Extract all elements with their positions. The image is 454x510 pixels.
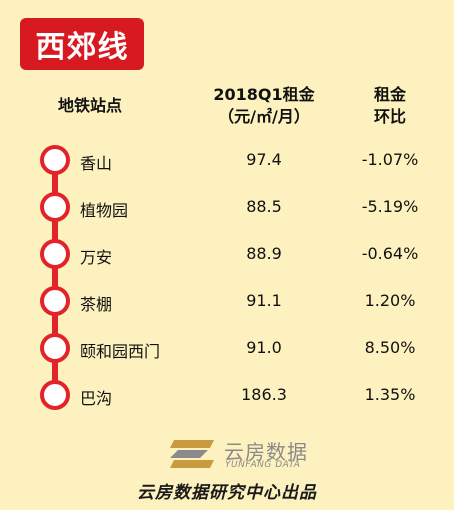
logo-brand-en: YUNFANG DATA xyxy=(225,460,301,470)
station-name: 颐和园西门 xyxy=(80,342,161,361)
table-header: 地铁站点 2018Q1租金 （元/㎡/月） 租金 环比 xyxy=(0,84,454,140)
station-node-icon xyxy=(40,380,70,410)
footer-source: 云房数据研究中心出品 xyxy=(137,483,317,503)
station-rent: 88.5 xyxy=(246,197,282,216)
station-rent: 91.0 xyxy=(246,338,282,357)
station-change: 1.35% xyxy=(364,385,416,404)
station-node-icon xyxy=(40,239,70,269)
rent-column-header: 2018Q1租金 （元/㎡/月） xyxy=(194,84,334,128)
station-rent: 97.4 xyxy=(246,150,282,169)
yunfang-logo-icon xyxy=(170,440,214,468)
station-row: 茶棚 91.1 1.20% xyxy=(0,286,454,317)
line-name: 西郊线 xyxy=(35,30,129,65)
station-row: 颐和园西门 91.0 8.50% xyxy=(0,333,454,364)
station-row: 植物园 88.5 -5.19% xyxy=(0,192,454,223)
rent-header-line1: 2018Q1租金 xyxy=(213,85,315,104)
station-row: 万安 88.9 -0.64% xyxy=(0,239,454,270)
change-header-line2: 环比 xyxy=(373,107,406,126)
station-row: 巴沟 186.3 1.35% xyxy=(0,380,454,411)
station-node-icon xyxy=(40,333,70,363)
station-name: 植物园 xyxy=(80,201,129,220)
logo-brand-cn: 云房数据 xyxy=(224,440,308,464)
change-header-line1: 租金 xyxy=(373,85,406,104)
line-name-badge: 西郊线 xyxy=(20,18,144,70)
station-change: -1.07% xyxy=(361,150,419,169)
station-column-header: 地铁站点 xyxy=(58,96,123,115)
station-change: 1.20% xyxy=(364,291,416,310)
station-node-icon xyxy=(40,145,70,175)
station-row: 香山 97.4 -1.07% xyxy=(0,145,454,176)
change-column-header: 租金 环比 xyxy=(350,84,430,128)
station-change: 8.50% xyxy=(364,338,416,357)
yunfang-logo: 云房数据 YUNFANG DATA xyxy=(168,436,368,474)
station-node-icon xyxy=(40,192,70,222)
station-name: 巴沟 xyxy=(80,389,113,408)
metro-line-track xyxy=(52,156,58,396)
rent-header-line2: （元/㎡/月） xyxy=(218,107,310,126)
station-change: -0.64% xyxy=(361,244,419,263)
station-name: 香山 xyxy=(80,154,113,173)
station-change: -5.19% xyxy=(361,197,419,216)
station-name: 茶棚 xyxy=(80,295,113,314)
station-name: 万安 xyxy=(80,248,113,267)
station-rent: 88.9 xyxy=(246,244,282,263)
station-rent: 91.1 xyxy=(246,291,282,310)
station-rent: 186.3 xyxy=(241,385,287,404)
station-node-icon xyxy=(40,286,70,316)
